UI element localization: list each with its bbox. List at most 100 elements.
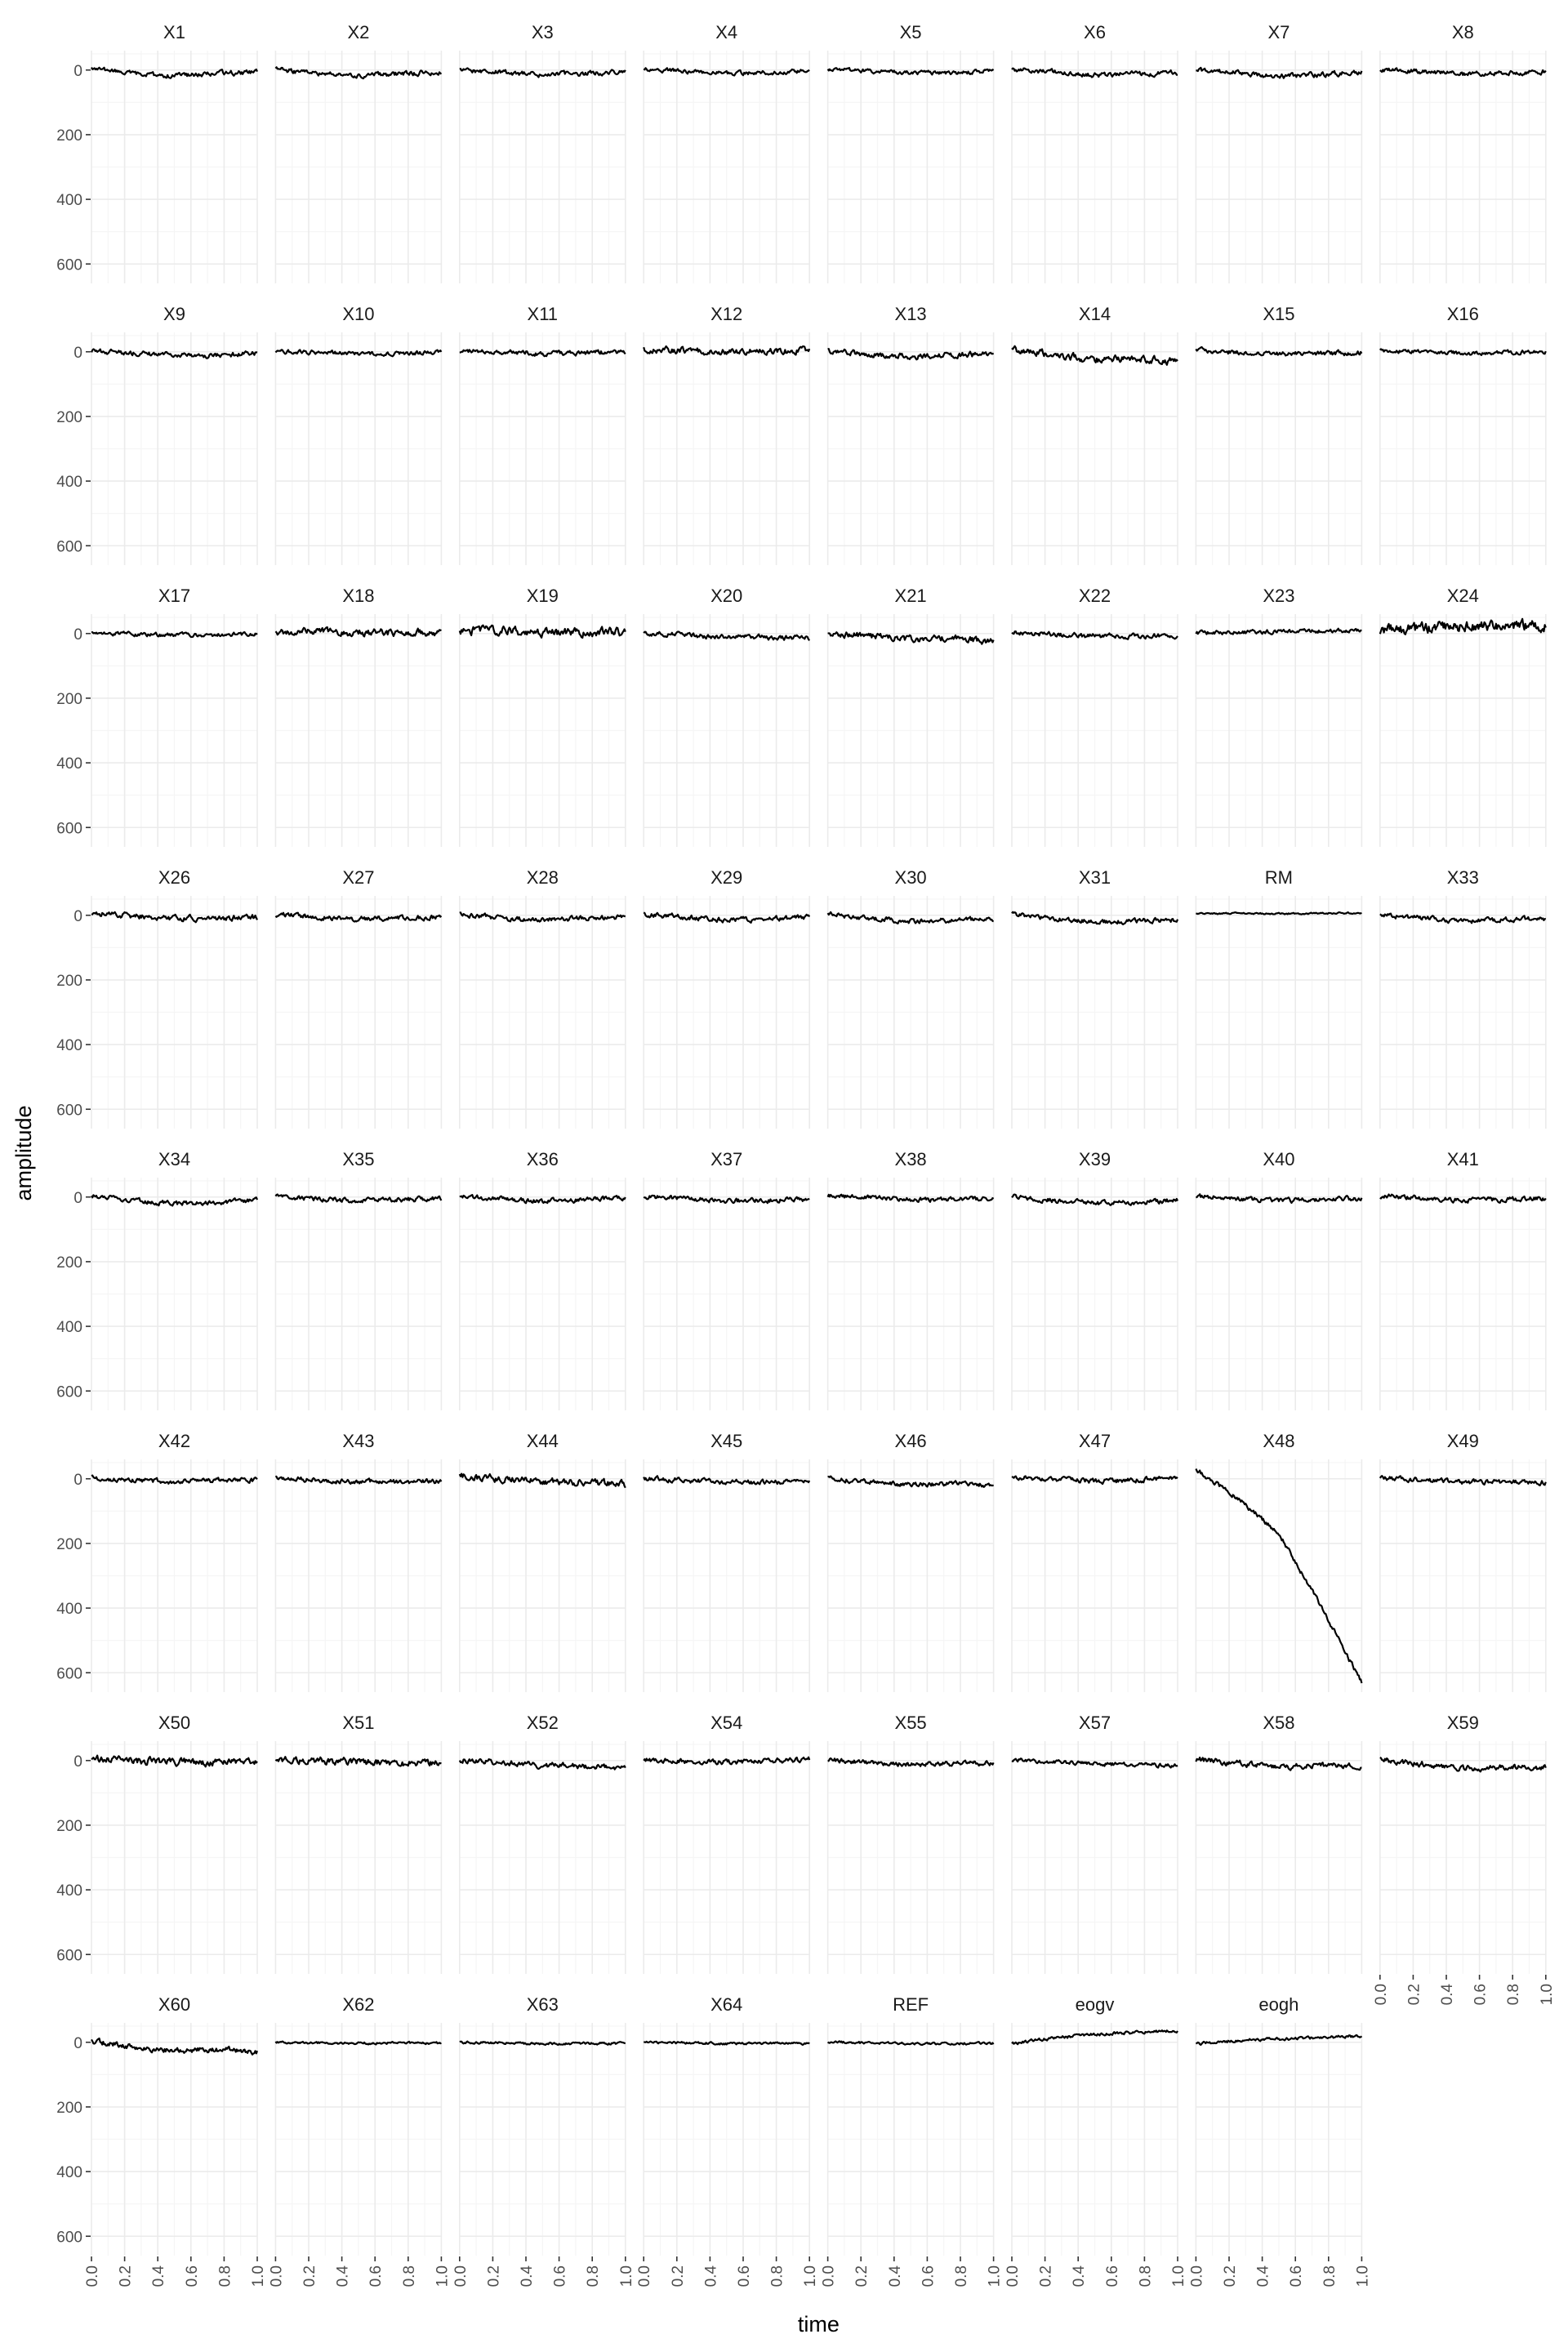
x-tick-label: 0.6 [1104,2265,1121,2287]
y-tick-label: 600 [56,2229,82,2246]
facet-panel-x36: X36 [458,1149,626,1410]
x-tick-label: 1.0 [1354,2265,1371,2287]
series-line-x17 [91,630,258,639]
y-tick-label: 0 [74,1190,82,1207]
facet-strip-label: REF [893,1994,929,2015]
facet-strip-label: X27 [342,867,374,888]
facet-strip-label: X8 [1452,22,1474,42]
facet-strip-label: X40 [1263,1149,1294,1169]
series-line-x20 [643,630,811,641]
y-tick-label: 600 [56,538,82,555]
facet-strip-label: X9 [163,304,185,324]
y-tick-label: 200 [56,127,82,145]
facet-strip-label: X48 [1263,1431,1294,1451]
facet-strip-label: X43 [342,1431,374,1451]
facet-strip-label: X3 [532,22,554,42]
y-tick-label: 200 [56,409,82,426]
series-line-x11 [459,349,626,358]
series-line-x1 [91,66,258,79]
x-tick-label: 0.0 [84,2265,101,2287]
x-tick-label: 0.4 [150,2265,167,2287]
x-tick-label: 0.8 [585,2265,602,2287]
y-tick-label: 0 [74,908,82,925]
y-tick-label: 600 [56,820,82,837]
series-line-ref [826,2040,995,2046]
facet-panel-x24: X24 [1379,586,1547,847]
facet-panel-x35: X35 [274,1149,443,1410]
series-line-x16 [1379,348,1547,356]
x-tick-label: 0.4 [1255,2265,1272,2287]
y-axis-row-5: 0 200 400 600 [56,1190,91,1401]
series-line-x2 [274,66,443,80]
y-tick-label: 0 [74,345,82,362]
facet-panel-x26: X26 [91,867,258,1129]
facet-strip-label: X64 [710,1994,742,2015]
facet-panel-x42: X42 [91,1431,258,1692]
series-line-x28 [459,911,626,923]
x-tick-label: 0.2 [301,2265,318,2287]
facet-panel-x1: X1 [91,22,258,283]
facet-panel-x19: X19 [458,586,626,847]
facet-strip-label: X10 [342,304,374,324]
facet-strip-label: X13 [895,304,927,324]
facet-panel-x39: X39 [1011,1149,1178,1410]
series-line-x7 [1196,66,1363,79]
facet-panel-x63: X63 [458,1994,626,2256]
x-tick-label: 0.6 [920,2265,937,2287]
facet-panel-x14: X14 [1011,304,1178,565]
y-tick-label: 0 [74,63,82,80]
x-tick-label: 0.0 [636,2265,653,2287]
x-axis-col-8: 0.0 0.2 0.4 0.6 0.8 1.0 [1373,1975,1556,2005]
x-tick-label: 0.2 [1038,2265,1055,2287]
facet-strip-label: X35 [342,1149,374,1169]
facet-panel-x47: X47 [1011,1431,1178,1692]
facet-panel-x50: X50 [91,1713,258,1974]
y-tick-label: 600 [56,1383,82,1401]
facet-panel-x18: X18 [274,586,443,847]
series-line-x50 [91,1754,258,1768]
series-line-x23 [1195,627,1362,635]
x-tick-label: 1.0 [802,2265,819,2287]
y-tick-label: 400 [56,1319,82,1336]
y-tick-label: 400 [56,755,82,773]
series-line-x6 [1011,67,1178,78]
facet-panel-x62: X62 [274,1994,443,2256]
facet-panel-x23: X23 [1195,586,1363,847]
facet-strip-label: X19 [527,586,559,606]
facet-strip-label: X4 [715,22,737,42]
series-line-x8 [1379,67,1547,78]
y-tick-label: 400 [56,474,82,491]
series-line-x39 [1011,1193,1178,1206]
facet-panel-x37: X37 [643,1149,811,1410]
x-axis-title: time [798,2312,840,2336]
facet-panel-x40: X40 [1195,1149,1363,1410]
series-line-x21 [827,631,995,645]
x-axis-col-1: 0.0 0.2 0.4 0.6 0.8 1.0 [84,2256,267,2287]
series-line-x30 [826,911,994,924]
series-line-x63 [459,2040,626,2047]
facet-panel-x57: X57 [1011,1713,1178,1974]
facet-strip-label: X37 [710,1149,742,1169]
facet-strip-label: X57 [1079,1713,1111,1733]
facet-panel-x9: X9 [91,304,258,565]
facet-strip-label: X63 [527,1994,559,2015]
series-line-x36 [459,1194,626,1205]
x-tick-label: 0.8 [1505,1984,1522,2005]
facet-panel-x54: X54 [643,1713,811,1974]
x-tick-label: 0.8 [953,2265,970,2287]
facet-strip-label: X11 [528,304,559,324]
y-tick-label: 0 [74,626,82,644]
facet-strip-label: X52 [527,1713,559,1733]
facet-panel-eogv: eogv [1011,1994,1178,2256]
x-tick-label: 0.6 [736,2265,753,2287]
x-tick-label: 0.4 [1071,2265,1088,2287]
x-tick-label: 0.0 [1188,2265,1205,2287]
series-line-x14 [1011,345,1178,366]
x-tick-label: 0.4 [1439,1984,1456,2006]
y-tick-label: 600 [56,1947,82,1964]
series-line-x37 [643,1194,810,1205]
facet-strip-label: X12 [710,304,742,324]
y-tick-label: 200 [56,1536,82,1553]
facet-panel-x43: X43 [274,1431,443,1692]
facet-strip-label: X42 [158,1431,190,1451]
